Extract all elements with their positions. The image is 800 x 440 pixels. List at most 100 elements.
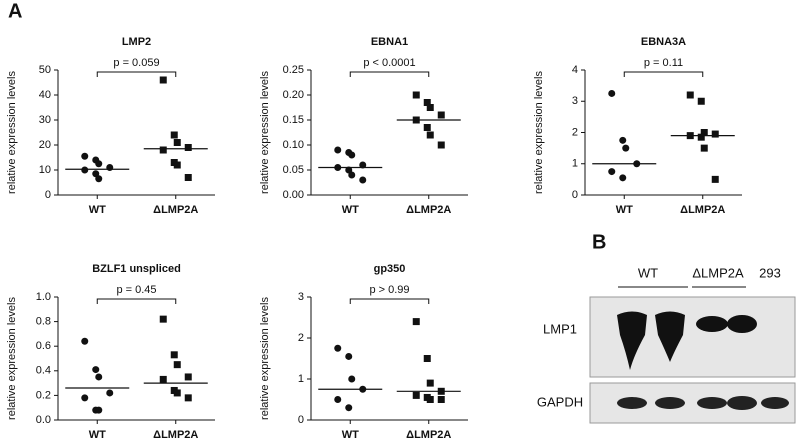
y-axis-label: relative expression levels	[533, 71, 545, 194]
data-point	[423, 355, 431, 362]
data-point	[686, 91, 694, 99]
data-point	[608, 89, 616, 97]
x-tick-label: ΔLMP2A	[153, 204, 198, 216]
y-tick-label: 0.05	[283, 164, 304, 176]
chart-title: EBNA3A	[641, 36, 686, 48]
data-point	[334, 396, 342, 403]
data-point	[700, 144, 708, 152]
x-tick-label: WT	[342, 429, 359, 440]
data-point	[697, 133, 705, 141]
data-point	[92, 366, 100, 374]
significance-bracket	[349, 71, 430, 77]
blot-row-label: GAPDH	[537, 394, 583, 409]
data-point	[619, 136, 627, 144]
data-point	[95, 406, 103, 414]
x-tick-label: ΔLMP2A	[406, 204, 451, 216]
y-tick-label: 1.0	[36, 291, 51, 303]
significance-bracket	[96, 298, 177, 304]
y-axis-label: relative expression levels	[6, 297, 18, 420]
data-point	[184, 174, 192, 181]
y-tick-label: 1	[572, 158, 578, 170]
data-point	[173, 161, 181, 169]
data-point	[348, 171, 356, 179]
data-point	[711, 175, 719, 183]
data-point	[95, 160, 103, 168]
data-point	[412, 391, 420, 399]
chart-title: BZLF1 unspliced	[92, 263, 181, 275]
y-tick-label: 2	[572, 126, 578, 138]
y-tick-label: 0.10	[283, 139, 304, 151]
data-point	[81, 337, 89, 345]
data-point	[334, 344, 342, 352]
data-point	[170, 351, 178, 359]
y-tick-label: 20	[39, 139, 51, 151]
data-point	[184, 394, 192, 402]
p-value: p = 0.11	[644, 57, 683, 69]
x-tick-label: ΔLMP2A	[680, 204, 725, 216]
data-point	[159, 375, 167, 383]
panel-label: A	[8, 0, 22, 22]
y-tick-label: 0.15	[283, 114, 304, 126]
x-tick-label: ΔLMP2A	[406, 429, 451, 440]
data-point	[170, 131, 178, 139]
y-tick-label: 0.6	[36, 340, 51, 352]
y-tick-label: 0	[572, 189, 578, 201]
significance-bracket	[349, 298, 430, 304]
chart-title: LMP2	[122, 36, 151, 48]
data-point	[608, 168, 616, 176]
x-tick-label: WT	[89, 204, 106, 216]
data-point	[426, 104, 434, 111]
data-point	[81, 166, 89, 174]
y-tick-label: 0	[298, 414, 304, 426]
data-point	[81, 394, 89, 402]
y-tick-label: 2	[298, 332, 304, 344]
blot-column-label: 293	[759, 265, 781, 280]
panel-label: B	[592, 231, 606, 253]
y-tick-label: 0.25	[283, 64, 304, 76]
blot-band	[617, 311, 647, 370]
data-point	[437, 111, 445, 119]
x-tick-label: ΔLMP2A	[153, 429, 198, 440]
data-point	[359, 161, 367, 169]
data-point	[412, 318, 420, 326]
p-value: p = 0.45	[116, 284, 156, 296]
y-tick-label: 0.00	[283, 189, 304, 201]
significance-bracket	[96, 71, 177, 77]
data-point	[173, 361, 181, 369]
data-point	[106, 164, 114, 171]
significance-bracket	[623, 71, 704, 77]
y-axis-label: relative expression levels	[259, 71, 271, 194]
x-tick-label: WT	[89, 429, 106, 440]
data-point	[348, 375, 356, 383]
chart-title: EBNA1	[371, 36, 408, 48]
data-point	[106, 389, 114, 397]
data-point	[711, 130, 719, 138]
y-tick-label: 40	[39, 89, 51, 101]
data-point	[426, 131, 434, 139]
data-point	[426, 396, 434, 403]
data-point	[159, 76, 167, 84]
y-tick-label: 0.8	[36, 316, 51, 328]
p-value: p > 0.99	[369, 284, 409, 296]
blot-column-label: WT	[638, 265, 658, 280]
data-point	[412, 91, 420, 99]
blot-band	[655, 397, 685, 409]
blot-band	[696, 316, 728, 332]
data-point	[81, 152, 89, 160]
data-point	[159, 146, 167, 154]
data-point	[348, 151, 356, 159]
data-point	[345, 404, 353, 412]
y-axis-label: relative expression levels	[259, 297, 271, 420]
blot-band	[655, 311, 685, 362]
blot-band	[727, 315, 757, 333]
data-point	[700, 129, 708, 136]
y-axis-label: relative expression levels	[6, 71, 18, 194]
blot-band	[697, 397, 727, 409]
y-tick-label: 0.4	[36, 365, 51, 377]
data-point	[173, 139, 181, 146]
data-point	[437, 141, 445, 149]
y-tick-label: 1	[298, 373, 304, 385]
y-tick-label: 0.20	[283, 89, 304, 101]
data-point	[159, 315, 167, 323]
data-point	[345, 352, 353, 360]
